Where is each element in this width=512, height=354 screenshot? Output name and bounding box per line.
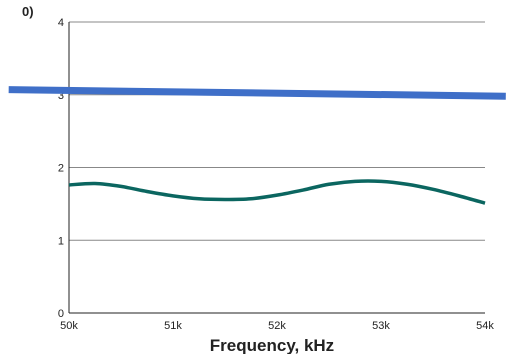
y-tick-label: 4 (58, 17, 64, 29)
y-tick-label: 3 (58, 90, 64, 102)
x-tick-label: 52k (268, 320, 286, 332)
y-tick-label: 0 (58, 308, 64, 320)
x-axis-title: Frequency, kHz (210, 336, 334, 354)
y-tick-label: 1 (58, 235, 64, 247)
x-tick-label: 54k (476, 320, 494, 332)
clipped-panel-label: 0) (22, 4, 34, 19)
y-tick-labels: 0 1 2 3 4 (58, 17, 64, 320)
x-tick-label: 51k (164, 320, 182, 332)
data-series (8, 86, 506, 205)
y-tick-label: 2 (58, 163, 64, 175)
series-line-2 (68, 179, 486, 205)
x-tick-label: 53k (372, 320, 390, 332)
x-tick-labels: 50k 51k 52k 53k 54k (60, 320, 494, 332)
x-tick-label: 50k (60, 320, 78, 332)
series-line-1 (8, 86, 506, 100)
grid-lines (69, 21, 485, 314)
